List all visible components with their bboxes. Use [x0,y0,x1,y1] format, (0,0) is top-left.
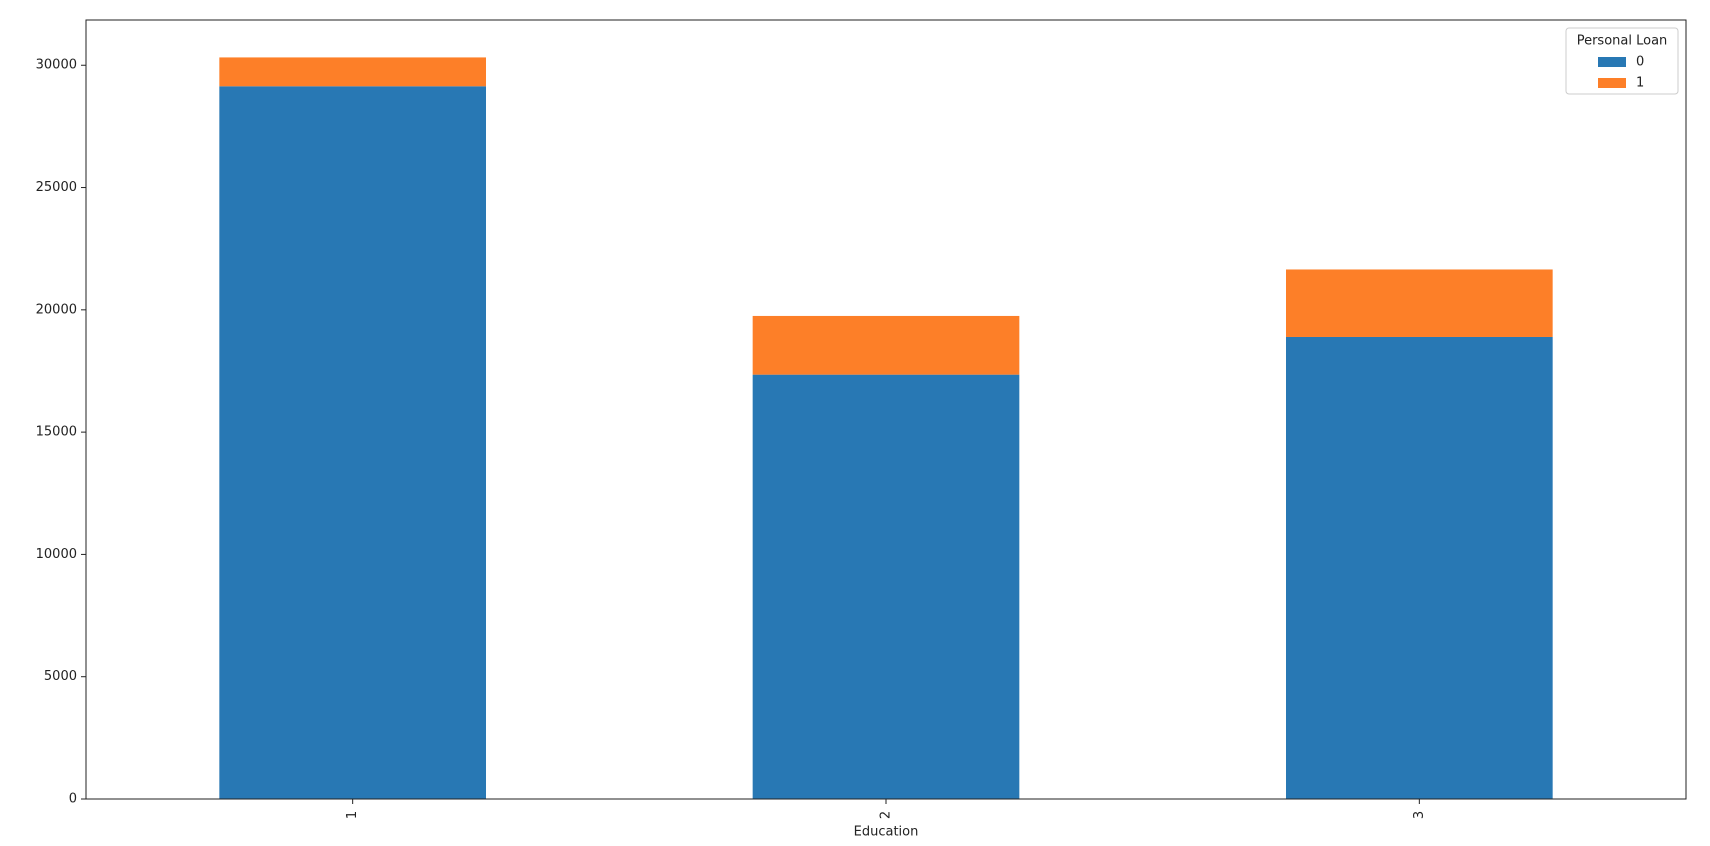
y-tick-label: 10000 [36,547,77,562]
axes-frame [85,19,1687,800]
legend-title: Personal Loan [1577,34,1668,49]
legend-label: 0 [1636,55,1644,70]
x-tick-label: 2 [879,811,894,819]
bar-segment [1286,269,1553,337]
y-tick-label: 5000 [44,669,77,684]
y-tick-label: 15000 [36,425,77,440]
x-tick-label: 3 [1412,811,1427,819]
bar-segment [219,86,487,800]
bar-segment [752,374,1020,799]
legend-label: 1 [1636,76,1644,91]
y-tick-label: 30000 [36,58,77,73]
x-tick-label: 1 [345,811,360,819]
legend-swatch [1598,78,1626,88]
bar-segment [752,315,1020,375]
x-axis-label: Education [854,825,919,840]
bar-segment [219,57,487,87]
y-tick-label: 25000 [36,180,77,195]
y-tick-label: 20000 [36,302,77,317]
bar-segment [1286,336,1553,799]
y-tick-label: 0 [69,792,77,807]
legend-swatch [1598,57,1626,67]
